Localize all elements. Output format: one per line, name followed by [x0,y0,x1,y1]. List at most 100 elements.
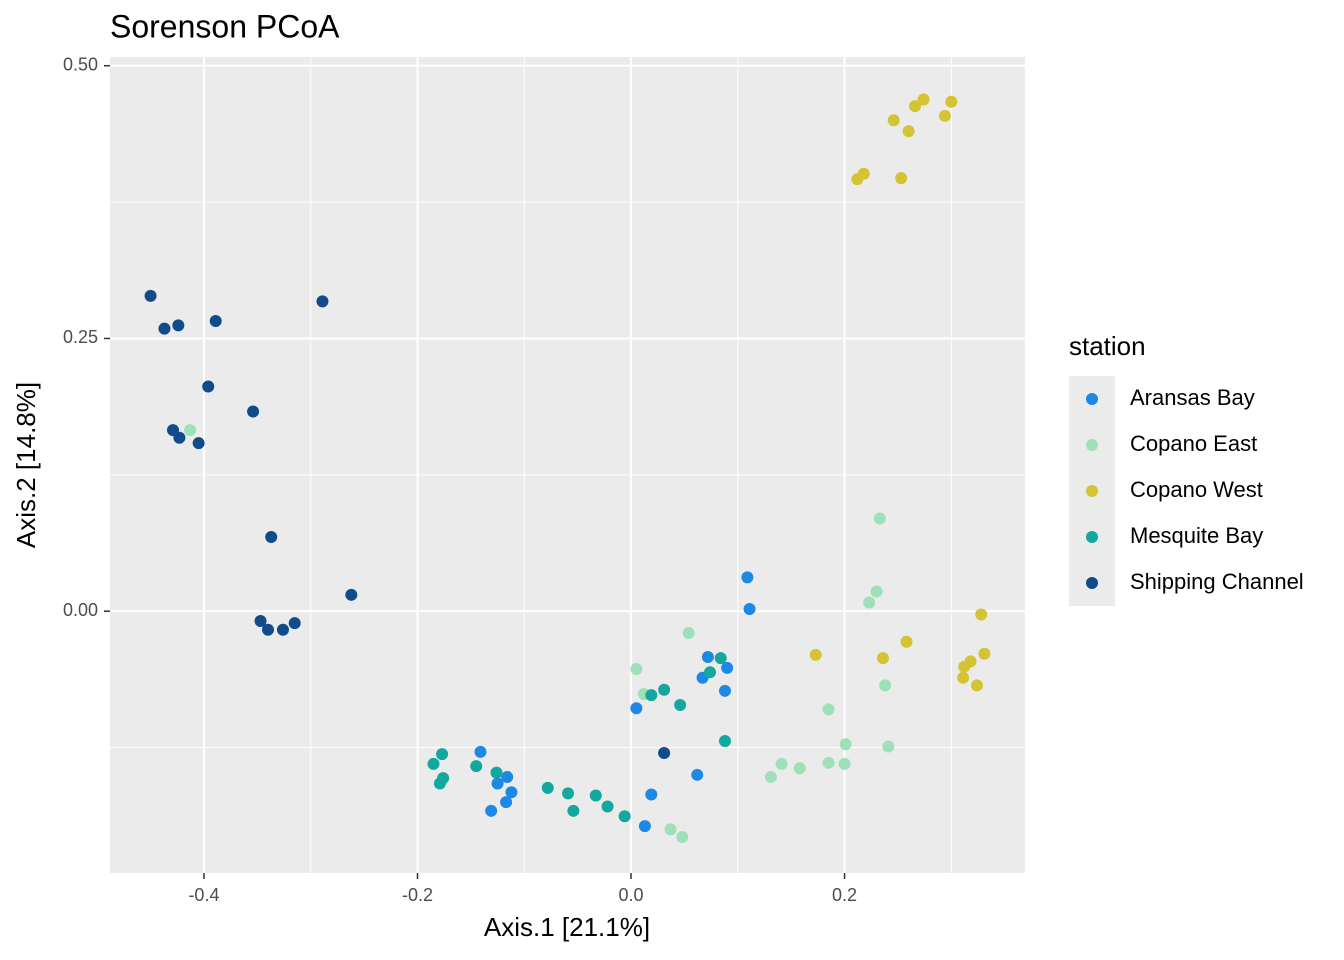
point [491,777,504,790]
point [945,95,958,108]
y-tick-label: 0.00 [63,600,98,620]
point [902,125,915,138]
point [247,405,260,418]
point [714,652,727,665]
point [743,603,756,615]
point [541,781,554,794]
y-tick-label: 0.25 [63,327,98,347]
point [618,810,631,823]
point [741,571,754,584]
point [276,623,289,636]
legend-label: Copano West [1130,477,1263,502]
plot-panel [110,57,1025,873]
point [427,757,440,770]
point [601,800,614,813]
legend-marker [1086,531,1098,543]
x-axis-title: Axis.1 [21.1%] [484,912,650,942]
point [501,771,514,783]
point [822,756,835,769]
point [879,679,892,692]
point [764,771,777,783]
point [895,172,908,185]
point [144,289,157,302]
point [975,608,988,621]
point [345,588,358,601]
point [209,315,222,327]
chart-title: Sorenson PCoA [110,8,340,44]
point [664,823,677,836]
legend-title: station [1069,331,1146,361]
point [876,652,889,665]
legend-marker [1086,439,1098,451]
point [721,661,734,674]
x-tick-label: 0.2 [832,885,857,905]
point [822,703,835,716]
point [470,760,483,773]
point [630,663,643,675]
point [957,671,970,684]
point [970,679,983,692]
point [184,424,197,437]
point [775,757,788,770]
legend-label: Mesquite Bay [1130,523,1263,548]
point [958,660,971,673]
point [838,757,851,770]
point [978,647,991,660]
x-tick-label: -0.4 [188,885,219,905]
point [718,684,731,697]
point [288,617,301,630]
legend-label: Copano East [1130,431,1257,456]
point [173,431,186,444]
y-axis-title: Axis.2 [14.8%] [11,382,41,548]
point [882,740,895,753]
point [645,788,658,801]
point [676,831,689,843]
legend-marker [1086,485,1098,497]
y-tick-label: 0.50 [63,54,98,74]
point [917,93,930,106]
point [202,380,215,393]
point [909,100,922,113]
point [887,114,900,127]
point [158,322,171,335]
point [262,623,275,636]
legend-label: Aransas Bay [1130,385,1255,410]
point [500,796,513,809]
point [682,627,695,639]
point [638,820,651,833]
point [873,512,886,525]
point [567,804,580,817]
point [630,702,643,715]
legend-label: Shipping Channel [1130,569,1304,594]
point [658,683,671,696]
point [316,295,329,308]
point [857,167,870,180]
point [490,766,503,779]
legend-marker [1086,393,1098,405]
point [870,585,883,598]
x-tick-label: 0.0 [619,885,644,905]
point [433,777,446,790]
point [589,789,602,802]
point [254,615,267,627]
point [718,735,731,747]
point [658,747,671,759]
point [704,666,717,679]
point [839,738,852,751]
point [793,762,806,775]
point [172,319,185,332]
x-tick-label: -0.2 [402,885,433,905]
point [938,109,951,122]
point [900,635,913,648]
point [809,648,822,661]
point [863,596,876,609]
point [505,786,518,799]
point [645,689,658,702]
point [474,745,487,758]
point [192,437,205,450]
point [485,804,498,817]
point [562,787,575,800]
point [691,768,704,781]
point [701,651,714,663]
